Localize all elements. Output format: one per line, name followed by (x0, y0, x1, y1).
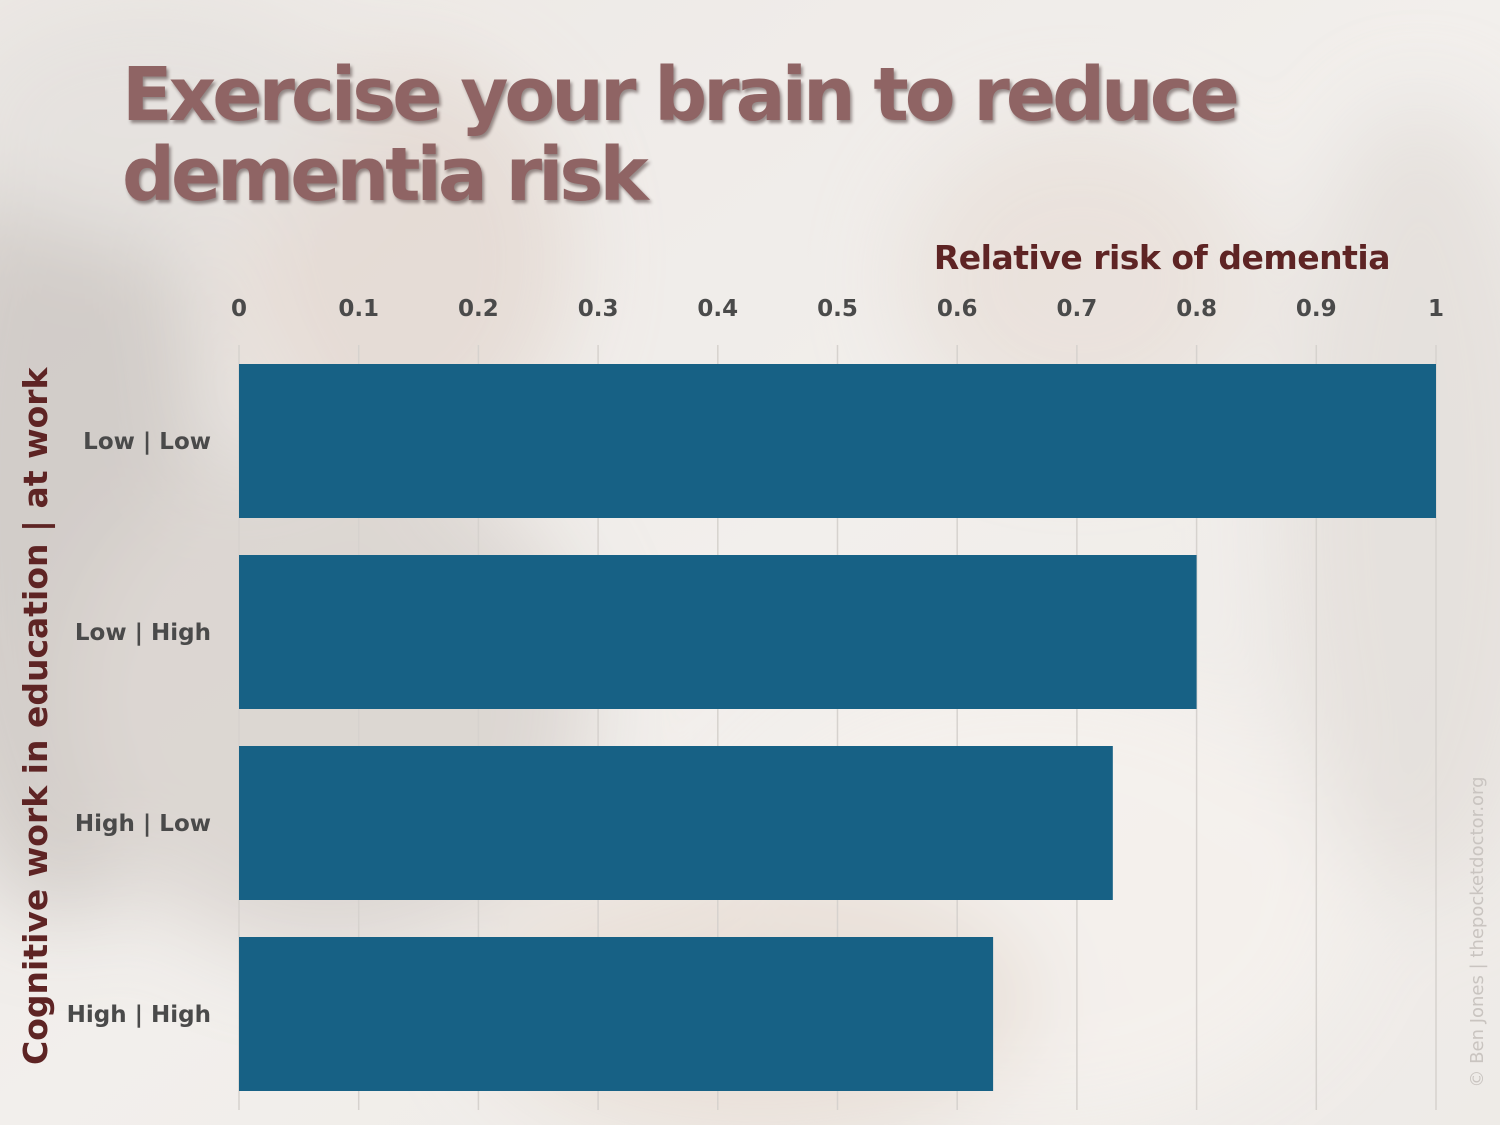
chart-title-lines: Exercise your brain to reduce dementia ri… (122, 52, 1237, 218)
x-tick-label: 0.7 (1057, 296, 1098, 322)
bars (239, 364, 1436, 1091)
category-label: High | Low (75, 811, 211, 837)
category-label: Low | Low (83, 429, 211, 455)
copyright-credit: © Ben Jones | thepocketdoctor.org (1467, 776, 1488, 1088)
x-axis-title: Relative risk of dementia (933, 238, 1391, 277)
x-tick-label: 0.8 (1176, 296, 1217, 322)
bar-low-high (239, 555, 1197, 709)
category-label: High | High (67, 1002, 211, 1028)
chart-title: Exercise your brain to reduce dementia ri… (122, 52, 1272, 218)
x-tick-label: 0.1 (338, 296, 379, 322)
x-tick-label: 1 (1428, 296, 1444, 322)
x-tick-label: 0.6 (937, 296, 978, 322)
x-tick-label: 0.9 (1296, 296, 1337, 322)
x-tick-label: 0.2 (458, 296, 499, 322)
bar-low-low (239, 364, 1436, 518)
x-tick-label: 0.3 (578, 296, 619, 322)
y-axis-title: Cognitive work in education | at work (16, 367, 55, 1065)
category-label: Low | High (75, 620, 211, 646)
chart-title-text: Exercise your brain to reduce dementia ri… (122, 52, 1241, 218)
bar-high-low (239, 746, 1113, 900)
category-labels: Low | Low Low | High High | Low High | High (67, 429, 211, 1028)
bar-high-high (239, 937, 994, 1091)
x-tick-label: 0.4 (697, 296, 738, 322)
x-axis-ticks: 0 0.1 0.2 0.3 0.4 0.5 0.6 0.7 0.8 0.9 1 (231, 296, 1444, 322)
x-tick-label: 0.5 (817, 296, 858, 322)
x-tick-label: 0 (231, 296, 247, 322)
